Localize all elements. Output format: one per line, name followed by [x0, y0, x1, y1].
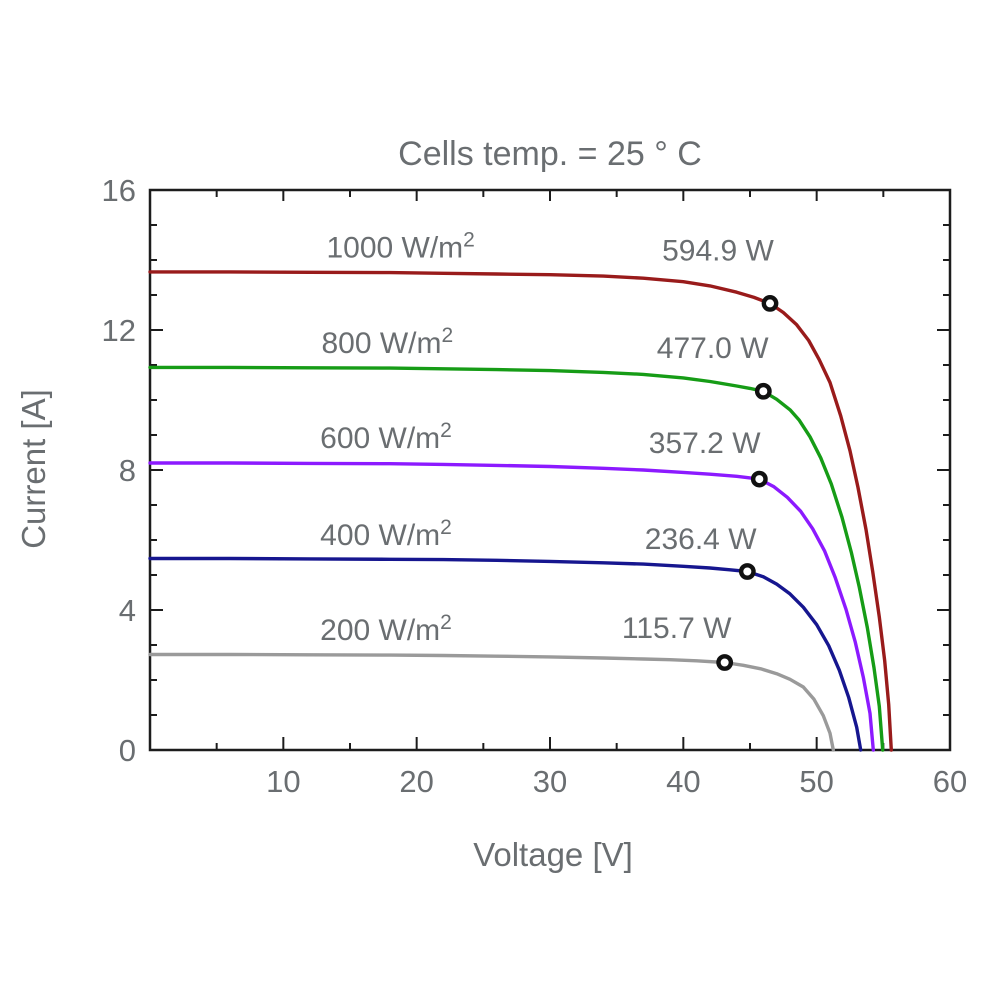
series-label-irradiance-1000: 1000 W/m2 — [326, 229, 474, 265]
x-tick-label: 20 — [399, 764, 433, 799]
x-tick-label: 30 — [533, 764, 567, 799]
x-tick-label: 40 — [666, 764, 700, 799]
y-axis-label: Current [A] — [15, 389, 52, 549]
y-tick-label: 4 — [119, 593, 136, 628]
power-label-irradiance-1000: 594.9 W — [662, 234, 774, 267]
mpp-marker-irradiance-200 — [716, 654, 734, 671]
y-tick-label: 16 — [102, 173, 136, 208]
x-tick-label: 60 — [933, 764, 967, 799]
series-label-irradiance-800: 800 W/m2 — [321, 324, 453, 360]
plot-area: 10 20 30 40 50 60 0 4 8 12 16 1000 W/m2 594.9 W 800 W… — [102, 173, 968, 799]
x-axis-label: Voltage [V] — [473, 836, 633, 873]
axes-box — [148, 188, 952, 752]
power-label-irradiance-800: 477.0 W — [657, 332, 769, 365]
mpp-marker-irradiance-800 — [754, 382, 772, 400]
curve-irradiance-600 — [148, 461, 875, 752]
power-label-irradiance-600: 357.2 W — [649, 427, 761, 460]
y-tick-label: 8 — [119, 453, 136, 488]
curve-irradiance-200 — [148, 652, 835, 752]
series-label-irradiance-400: 400 W/m2 — [320, 516, 452, 552]
curve-irradiance-400 — [148, 556, 863, 752]
mpp-marker-irradiance-400 — [738, 563, 756, 580]
x-tick-label: 10 — [266, 764, 300, 799]
x-tick-label: 50 — [799, 764, 833, 799]
power-label-irradiance-400: 236.4 W — [645, 523, 757, 556]
series-label-irradiance-600: 600 W/m2 — [320, 419, 452, 455]
series-label-irradiance-200: 200 W/m2 — [320, 611, 452, 647]
y-tick-label: 0 — [119, 733, 136, 768]
y-tick-label: 12 — [102, 313, 136, 348]
chart-title: Cells temp. = 25 ° C — [398, 135, 702, 173]
curve-irradiance-1000 — [148, 270, 893, 752]
mpp-marker-irradiance-600 — [750, 470, 768, 488]
power-label-irradiance-200: 115.7 W — [622, 612, 732, 645]
mpp-marker-irradiance-1000 — [761, 294, 779, 312]
